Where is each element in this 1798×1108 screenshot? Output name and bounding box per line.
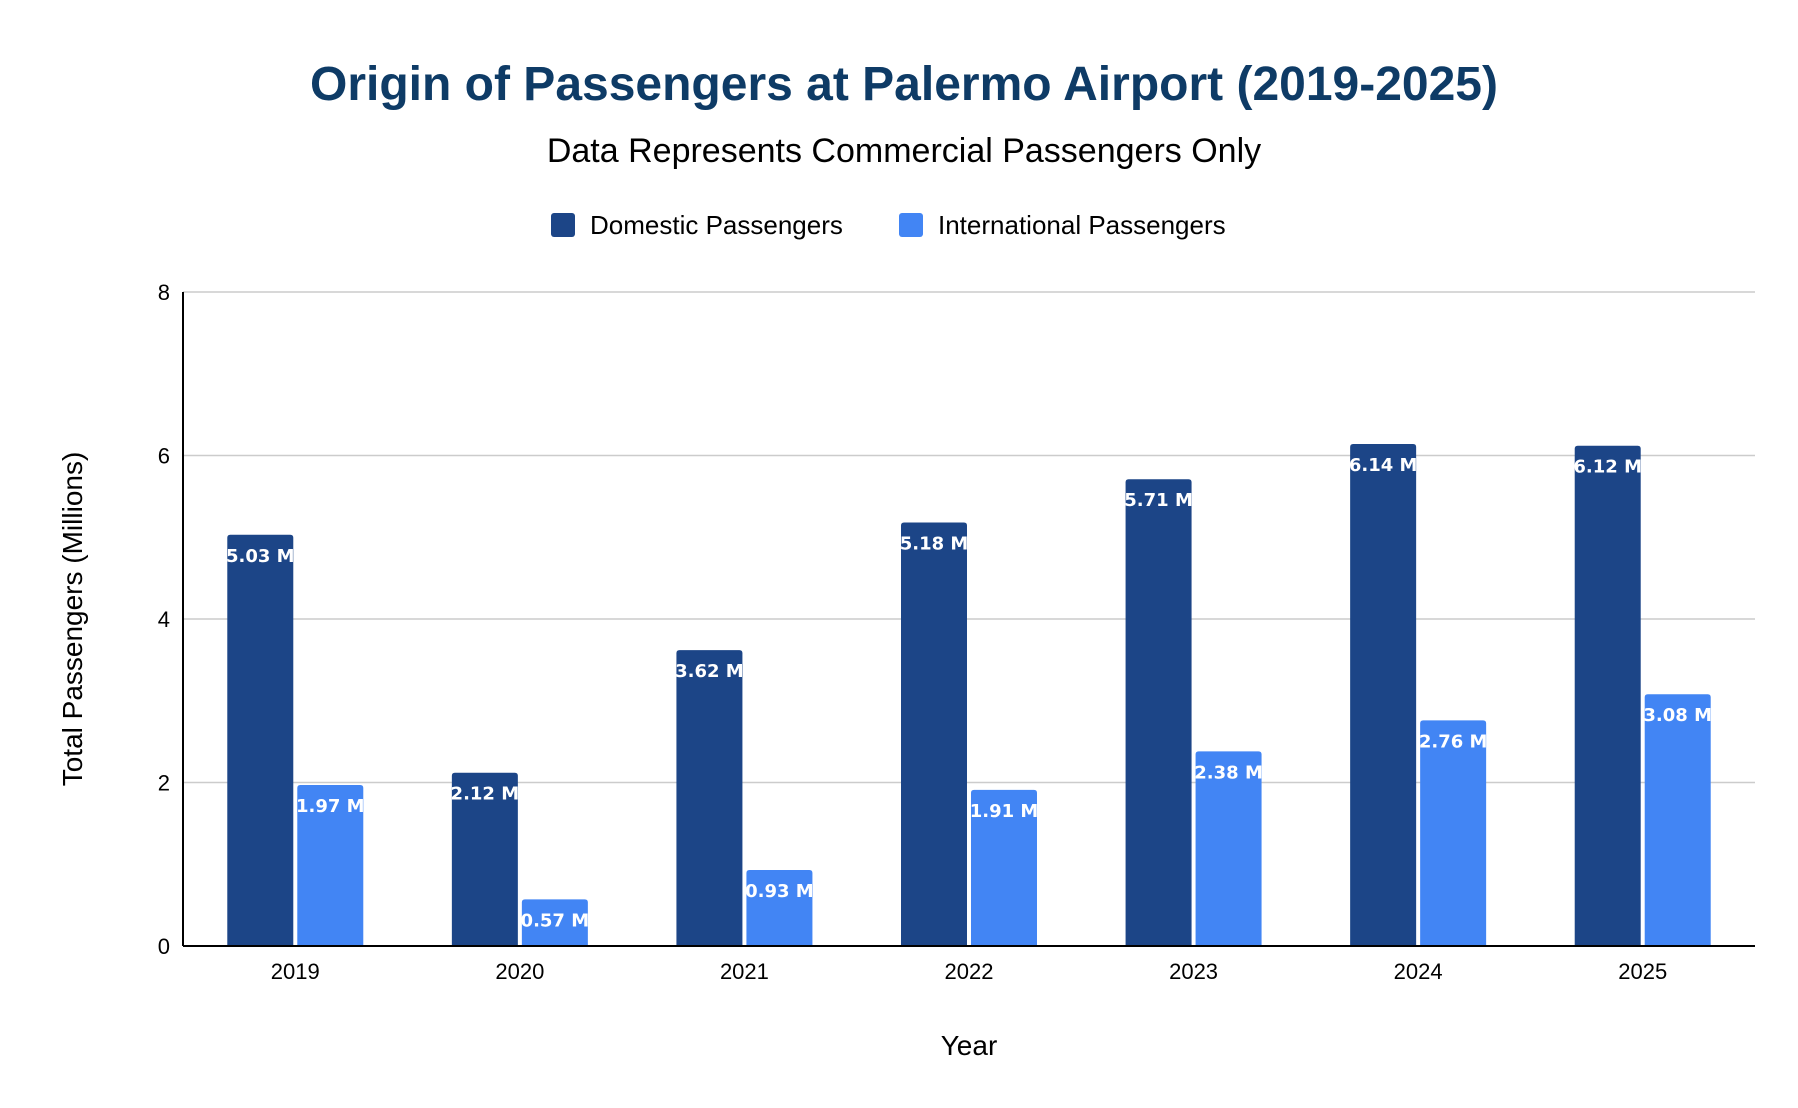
bar-international-2019 xyxy=(297,784,364,946)
y-tick-label: 4 xyxy=(158,607,170,632)
bar-international-2024 xyxy=(1420,720,1487,946)
x-tick-label: 2023 xyxy=(1169,959,1218,984)
y-axis-title: Total Passengers (Millions) xyxy=(57,452,88,787)
gridlines xyxy=(183,291,1755,784)
data-label-international-2019: 1.97 M xyxy=(296,796,365,817)
bar-domestic-2025 xyxy=(1574,445,1641,946)
data-label-domestic-2025: 6.12 M xyxy=(1573,457,1642,478)
x-axis-title: Year xyxy=(941,1030,998,1061)
data-label-domestic-2020: 2.12 M xyxy=(451,784,520,805)
y-tick-label: 6 xyxy=(158,444,170,469)
legend-label-domestic: Domestic Passengers xyxy=(590,210,843,240)
x-tick-label: 2025 xyxy=(1618,959,1667,984)
bar-international-2020 xyxy=(521,899,588,946)
data-label-international-2020: 0.57 M xyxy=(521,910,590,931)
data-label-international-2021: 0.93 M xyxy=(745,881,814,902)
x-tick-label: 2019 xyxy=(271,959,320,984)
data-label-domestic-2019: 5.03 M xyxy=(226,546,295,567)
legend-swatch-domestic xyxy=(551,213,575,237)
x-axis-ticks: 2019 2020 2021 2022 2023 2024 2025 xyxy=(271,959,1667,984)
bar-international-2022 xyxy=(971,789,1037,946)
bars xyxy=(227,444,1711,946)
x-tick-label: 2024 xyxy=(1394,959,1443,984)
data-label-domestic-2024: 6.14 M xyxy=(1349,455,1418,476)
bar-international-2025 xyxy=(1644,694,1711,946)
bar-domestic-2019 xyxy=(227,534,294,946)
bar-domestic-2021 xyxy=(676,650,743,946)
data-label-international-2022: 1.91 M xyxy=(970,801,1039,822)
legend-label-international: International Passengers xyxy=(938,210,1226,240)
y-tick-label: 2 xyxy=(158,771,170,796)
bar-domestic-2023 xyxy=(1125,479,1192,946)
data-label-domestic-2023: 5.71 M xyxy=(1124,490,1193,511)
x-tick-label: 2022 xyxy=(945,959,994,984)
bar-domestic-2022 xyxy=(901,522,967,946)
chart-title: Origin of Passengers at Palermo Airport … xyxy=(310,58,1498,111)
legend: Domestic Passengers International Passeng… xyxy=(551,210,1226,240)
bar-domestic-2024 xyxy=(1350,444,1417,946)
y-tick-label: 8 xyxy=(158,280,170,305)
x-tick-label: 2021 xyxy=(720,959,769,984)
bar-domestic-2020 xyxy=(451,772,518,946)
y-axis-ticks: 0 2 4 6 8 xyxy=(158,280,170,959)
data-label-international-2023: 2.38 M xyxy=(1194,762,1263,783)
x-tick-label: 2020 xyxy=(495,959,544,984)
legend-swatch-international xyxy=(899,213,923,237)
bar-international-2021 xyxy=(746,869,813,946)
data-label-international-2025: 3.08 M xyxy=(1643,705,1712,726)
bar-international-2023 xyxy=(1195,751,1262,946)
data-labels: 5.03 M 1.97 M 2.12 M 0.57 M 3.62 M 0.93 M 5.18… xyxy=(226,455,1712,931)
data-label-international-2024: 2.76 M xyxy=(1419,731,1488,752)
chart-subtitle: Data Represents Commercial Passengers On… xyxy=(547,132,1261,170)
data-label-domestic-2022: 5.18 M xyxy=(900,534,969,555)
data-label-domestic-2021: 3.62 M xyxy=(675,661,744,682)
y-tick-label: 0 xyxy=(158,934,170,959)
